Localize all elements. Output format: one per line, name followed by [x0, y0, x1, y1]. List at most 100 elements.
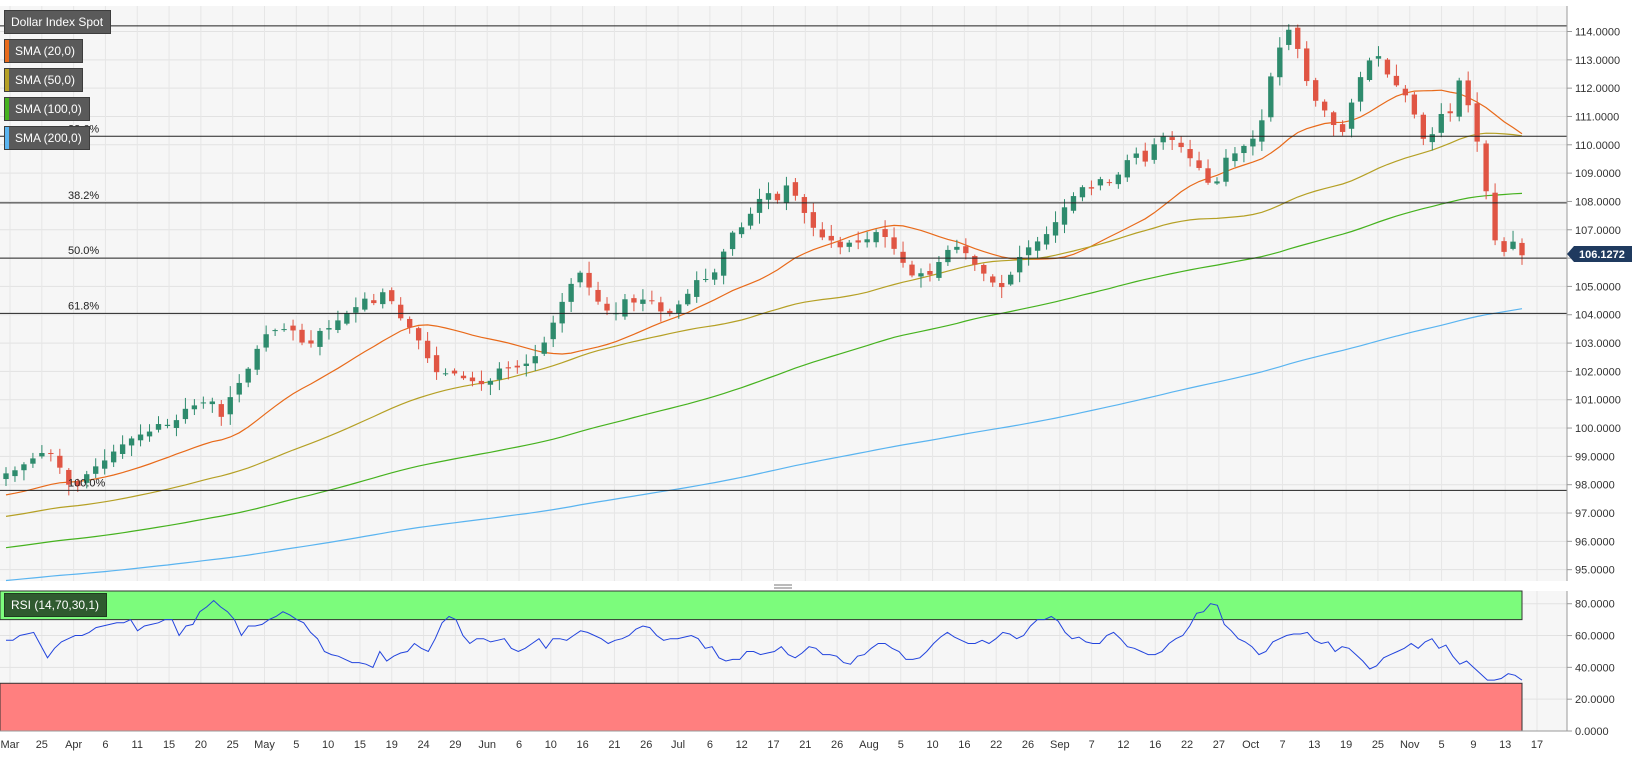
candle-body: [173, 420, 180, 428]
rsi-tick-label: 80.0000: [1575, 599, 1615, 611]
candle-body: [1178, 142, 1184, 148]
candle-body: [1142, 150, 1148, 162]
candle-body: [1034, 241, 1041, 251]
grid-lines: [0, 6, 1567, 731]
price-axis[interactable]: 114.0000 113.0000 112.0000 111.0000 110.0000…: [1566, 6, 1621, 581]
price-tag-shape: [1567, 246, 1632, 262]
candle-body: [550, 322, 556, 340]
price-tick-label: 103.0000: [1575, 338, 1621, 350]
candle-body: [1375, 56, 1382, 59]
legend-sma-50[interactable]: SMA (50,0): [4, 68, 84, 92]
candle-body: [729, 232, 736, 250]
candle-body: [819, 229, 825, 238]
fibonacci-label: 100.0%: [68, 477, 106, 489]
price-tick-label: 97.0000: [1575, 508, 1615, 520]
panel-resize-handle[interactable]: [774, 584, 792, 589]
candle-body: [362, 298, 368, 310]
legend-swatch: [5, 40, 9, 62]
price-tick-label: 100.0000: [1575, 423, 1621, 435]
candle-body: [57, 455, 63, 468]
candle-body: [505, 367, 512, 369]
candle-body: [200, 402, 207, 404]
price-tick-label: 113.0000: [1575, 55, 1620, 67]
time-tick-label: Nov: [1400, 739, 1420, 751]
candle-body: [1016, 256, 1023, 273]
candle-body: [93, 466, 99, 474]
candle-body: [1205, 168, 1211, 183]
candle-body: [945, 249, 951, 263]
time-tick-label: 9: [1470, 739, 1476, 751]
time-tick-label: 20: [195, 739, 207, 751]
time-tick-label: Jul: [671, 739, 685, 751]
candle-body: [137, 434, 144, 441]
candle-body: [209, 401, 215, 405]
candle-body: [864, 239, 870, 243]
candle-body: [882, 229, 888, 238]
candle-body: [963, 246, 969, 254]
candle-body: [451, 370, 458, 374]
candle-body: [918, 273, 924, 277]
candle-body: [1313, 80, 1319, 101]
candle-body: [747, 213, 754, 226]
candle-body: [1384, 59, 1391, 75]
candle-body: [1465, 80, 1471, 106]
candle-body: [272, 330, 278, 332]
time-tick-label: 26: [831, 739, 843, 751]
time-tick-label: 17: [767, 739, 779, 751]
candle-body: [460, 375, 467, 379]
candle-body: [48, 453, 54, 455]
rsi-line: [6, 599, 1523, 681]
rsi-legend[interactable]: RSI (14,70,30,1): [4, 593, 108, 617]
candle-body: [164, 424, 171, 426]
candle-body: [873, 232, 879, 243]
fibonacci-lines: 23.6%38.2%50.0%61.8%100.0%: [0, 25, 1567, 491]
time-tick-label: Mar: [1, 739, 20, 751]
candle-body: [191, 405, 198, 410]
candle-body: [954, 246, 960, 250]
price-tag-label: 106.1272: [1579, 249, 1625, 261]
candle-body: [801, 197, 808, 213]
candle-body: [308, 340, 314, 344]
time-tick-label: 26: [640, 739, 652, 751]
candle-body: [595, 289, 601, 302]
time-tick-label: 5: [1439, 739, 1445, 751]
candle-body: [631, 298, 637, 303]
candle-body: [1348, 102, 1355, 129]
candle-body: [415, 328, 422, 341]
time-axis[interactable]: Mar 25 Apr 6 11 15 20 25 May 5 10 15 19 24 29 Jun 6 10 16 2…: [0, 730, 1567, 751]
time-tick-label: 26: [1022, 739, 1034, 751]
time-tick-label: 11: [132, 739, 143, 751]
price-tick-label: 104.0000: [1575, 310, 1621, 322]
legend-instrument[interactable]: Dollar Index Spot: [4, 10, 112, 34]
candle-body: [39, 453, 45, 457]
price-tick-label: 111.0000: [1575, 111, 1619, 123]
candle-body: [1420, 114, 1427, 139]
candle-body: [1151, 144, 1157, 160]
candle-body: [828, 235, 834, 241]
candle-body: [1070, 196, 1077, 211]
legend-sma-200[interactable]: SMA (200,0): [4, 126, 90, 150]
fibonacci-label: 61.8%: [68, 300, 99, 312]
candle-body: [1366, 60, 1373, 81]
time-tick-label: 19: [1340, 739, 1352, 751]
candle-body: [218, 404, 224, 417]
candle-body: [128, 438, 135, 446]
legend-sma-100[interactable]: SMA (100,0): [4, 97, 90, 121]
candle-body: [487, 380, 494, 385]
candle-body: [146, 431, 153, 437]
rsi-axis: 80.0000 60.0000 40.0000 20.0000 0.0000: [1566, 591, 1615, 738]
candle-body: [1438, 114, 1444, 133]
candle-body: [720, 251, 727, 276]
candle-body: [1160, 136, 1166, 143]
candle-body: [514, 365, 520, 368]
candle-body: [1133, 153, 1139, 158]
time-tick-label: 12: [1117, 739, 1129, 751]
candle-body: [299, 329, 305, 343]
candle-body: [1411, 94, 1418, 115]
candle-body: [1483, 143, 1489, 192]
legend-swatch: [5, 69, 9, 91]
legend-sma-20[interactable]: SMA (20,0): [4, 39, 84, 63]
fibonacci-label: 50.0%: [68, 245, 99, 257]
candle-body: [676, 304, 682, 314]
candle-body: [227, 397, 233, 415]
